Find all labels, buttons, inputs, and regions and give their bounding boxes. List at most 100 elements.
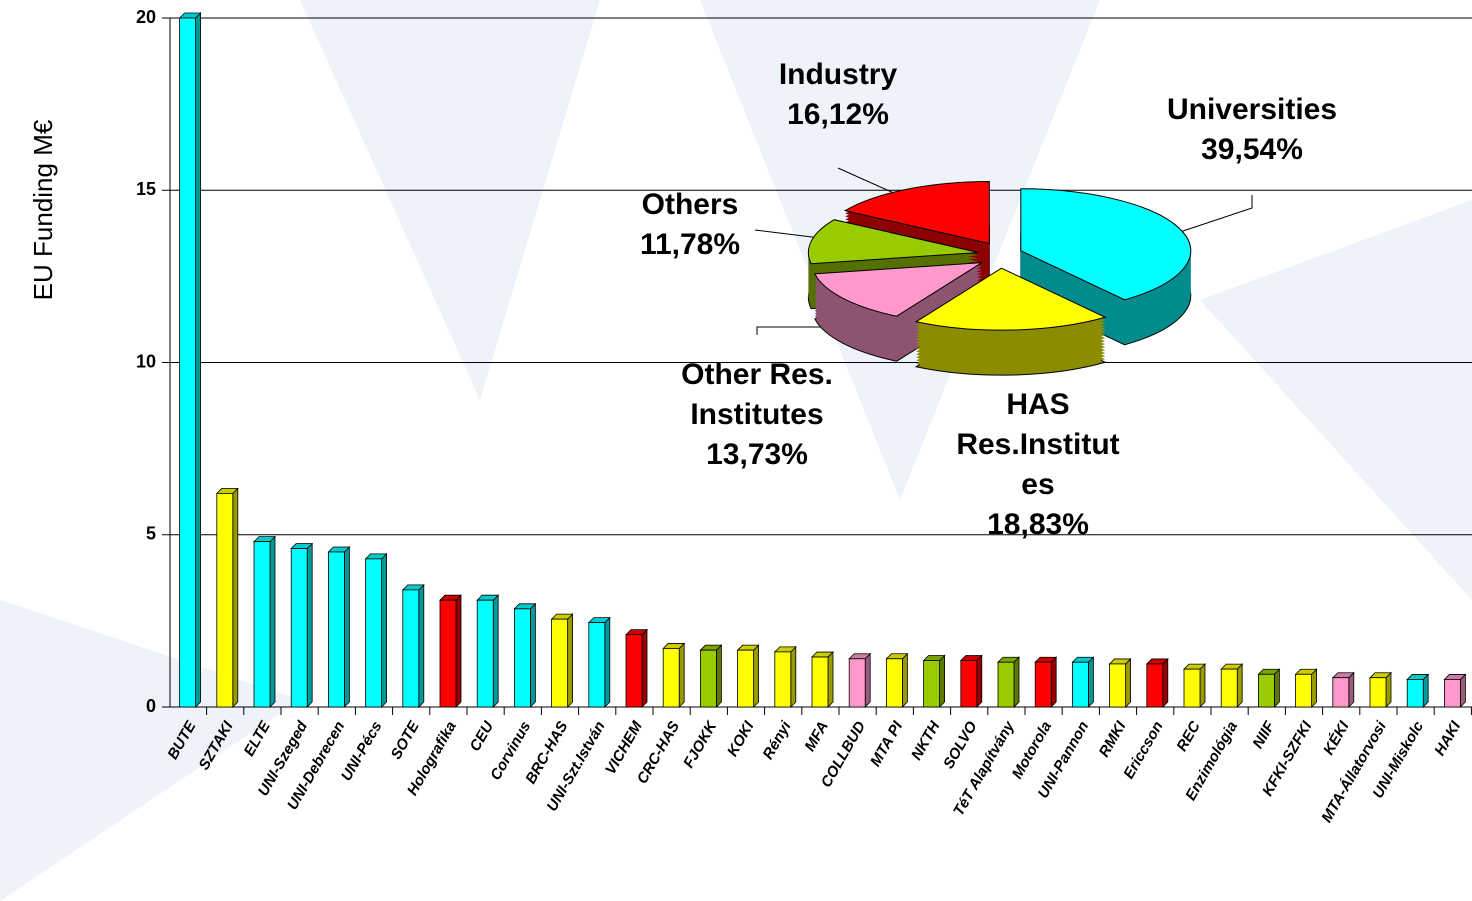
bar bbox=[551, 618, 568, 708]
bar bbox=[402, 589, 420, 708]
pie-slice bbox=[843, 180, 990, 245]
bar-side bbox=[1199, 663, 1206, 708]
bar-side bbox=[306, 542, 313, 708]
x-tick-label: FJOKK bbox=[680, 717, 721, 771]
bar-side bbox=[1013, 656, 1020, 708]
y-tick-label: 0 bbox=[146, 696, 156, 716]
pie-category: Other Res. Institutes bbox=[681, 358, 833, 431]
bar-side bbox=[1422, 673, 1429, 708]
bar bbox=[960, 660, 978, 708]
bar bbox=[1072, 661, 1089, 708]
x-tick-label: CEU bbox=[467, 717, 498, 754]
bar-side bbox=[530, 602, 536, 708]
bar-side bbox=[567, 613, 573, 708]
bar-side bbox=[939, 654, 945, 708]
bar-side bbox=[492, 594, 499, 708]
y-tick-label: 20 bbox=[136, 7, 156, 27]
x-tick-label: SOLVO bbox=[940, 718, 981, 772]
pie-label: Other Res. Institutes 13,73% bbox=[681, 355, 833, 475]
bar-side bbox=[641, 628, 648, 708]
x-tick-label: KÉKI bbox=[1320, 718, 1353, 758]
bar bbox=[253, 541, 271, 708]
bar-side bbox=[381, 552, 388, 708]
x-tick-label: MTA PI bbox=[867, 718, 907, 770]
bar bbox=[774, 651, 792, 708]
bar bbox=[588, 622, 606, 708]
bar bbox=[1295, 673, 1312, 708]
x-tick-label: SOTE bbox=[388, 718, 424, 763]
bar bbox=[439, 599, 457, 708]
x-tick-label: NKTH bbox=[908, 717, 944, 763]
bar-side bbox=[455, 594, 462, 708]
bar bbox=[1183, 668, 1201, 708]
bar-side bbox=[716, 644, 722, 708]
bar-side bbox=[864, 652, 871, 708]
bar bbox=[1109, 663, 1126, 708]
x-tick-label: NIIF bbox=[1249, 718, 1278, 752]
bar bbox=[848, 658, 866, 708]
pie-label: HAS Res.Institut es 18,83% bbox=[956, 385, 1119, 545]
bar bbox=[811, 656, 829, 708]
bar-side bbox=[195, 12, 202, 708]
bar bbox=[700, 649, 717, 708]
y-axis-label: EU Funding M€ bbox=[28, 119, 58, 300]
bar-side bbox=[1236, 663, 1243, 708]
bar bbox=[216, 493, 234, 708]
bar bbox=[662, 648, 680, 708]
pie-label: Universities 39,54% bbox=[1167, 90, 1337, 170]
bar bbox=[625, 634, 643, 708]
bar bbox=[476, 599, 494, 708]
bar-side bbox=[753, 644, 759, 708]
bar bbox=[290, 548, 308, 708]
bar-side bbox=[232, 487, 239, 708]
bar-side bbox=[1460, 673, 1466, 708]
bar bbox=[1406, 679, 1424, 708]
bar bbox=[1369, 677, 1387, 708]
pie-slice bbox=[914, 267, 1107, 331]
x-tick-label: Rényi bbox=[760, 718, 796, 763]
x-tick-label: KOKI bbox=[724, 718, 758, 760]
pie-slice bbox=[807, 219, 979, 265]
y-tick-label: 10 bbox=[136, 351, 156, 371]
bar bbox=[1258, 673, 1275, 708]
y-tick-label: 15 bbox=[136, 179, 156, 199]
bar-side bbox=[1385, 671, 1392, 708]
bar-side bbox=[1311, 668, 1317, 708]
bar bbox=[886, 658, 903, 708]
bar bbox=[737, 649, 754, 708]
bar bbox=[514, 608, 531, 708]
x-tick-label: RMKI bbox=[1096, 718, 1130, 760]
bar-side bbox=[1348, 671, 1355, 708]
bar-side bbox=[1050, 656, 1057, 708]
bar-side bbox=[343, 546, 350, 708]
pie-category: Industry bbox=[778, 58, 898, 91]
bar bbox=[923, 660, 940, 708]
bar-side bbox=[1088, 656, 1094, 708]
bar-side bbox=[1274, 668, 1280, 708]
bar bbox=[365, 558, 383, 708]
pie-category: HAS Res.Institut es bbox=[956, 388, 1120, 501]
bar-side bbox=[1162, 657, 1169, 708]
bar-side bbox=[269, 535, 276, 708]
bar bbox=[1146, 663, 1164, 708]
pie-label: Others 11,78% bbox=[640, 185, 740, 265]
pie-value-label: 39,54% bbox=[1201, 133, 1303, 166]
x-tick-label: HAKI bbox=[1431, 718, 1464, 759]
bar-side bbox=[604, 616, 611, 708]
bar-side bbox=[1125, 657, 1131, 708]
x-tick-label: MFA bbox=[801, 718, 832, 754]
pie bbox=[807, 180, 1192, 376]
bar bbox=[1444, 679, 1461, 708]
bar bbox=[1220, 668, 1238, 708]
bar bbox=[327, 551, 345, 708]
bar-side bbox=[902, 652, 908, 708]
pie-value-label: 13,73% bbox=[706, 438, 808, 471]
pie-label: Industry 16,12% bbox=[779, 55, 897, 135]
pie-slice bbox=[1020, 188, 1192, 301]
pie-category: Others bbox=[641, 188, 739, 221]
x-tick-label: REC bbox=[1173, 717, 1204, 754]
y-tick-label: 5 bbox=[146, 524, 156, 544]
bar-side bbox=[790, 645, 797, 708]
